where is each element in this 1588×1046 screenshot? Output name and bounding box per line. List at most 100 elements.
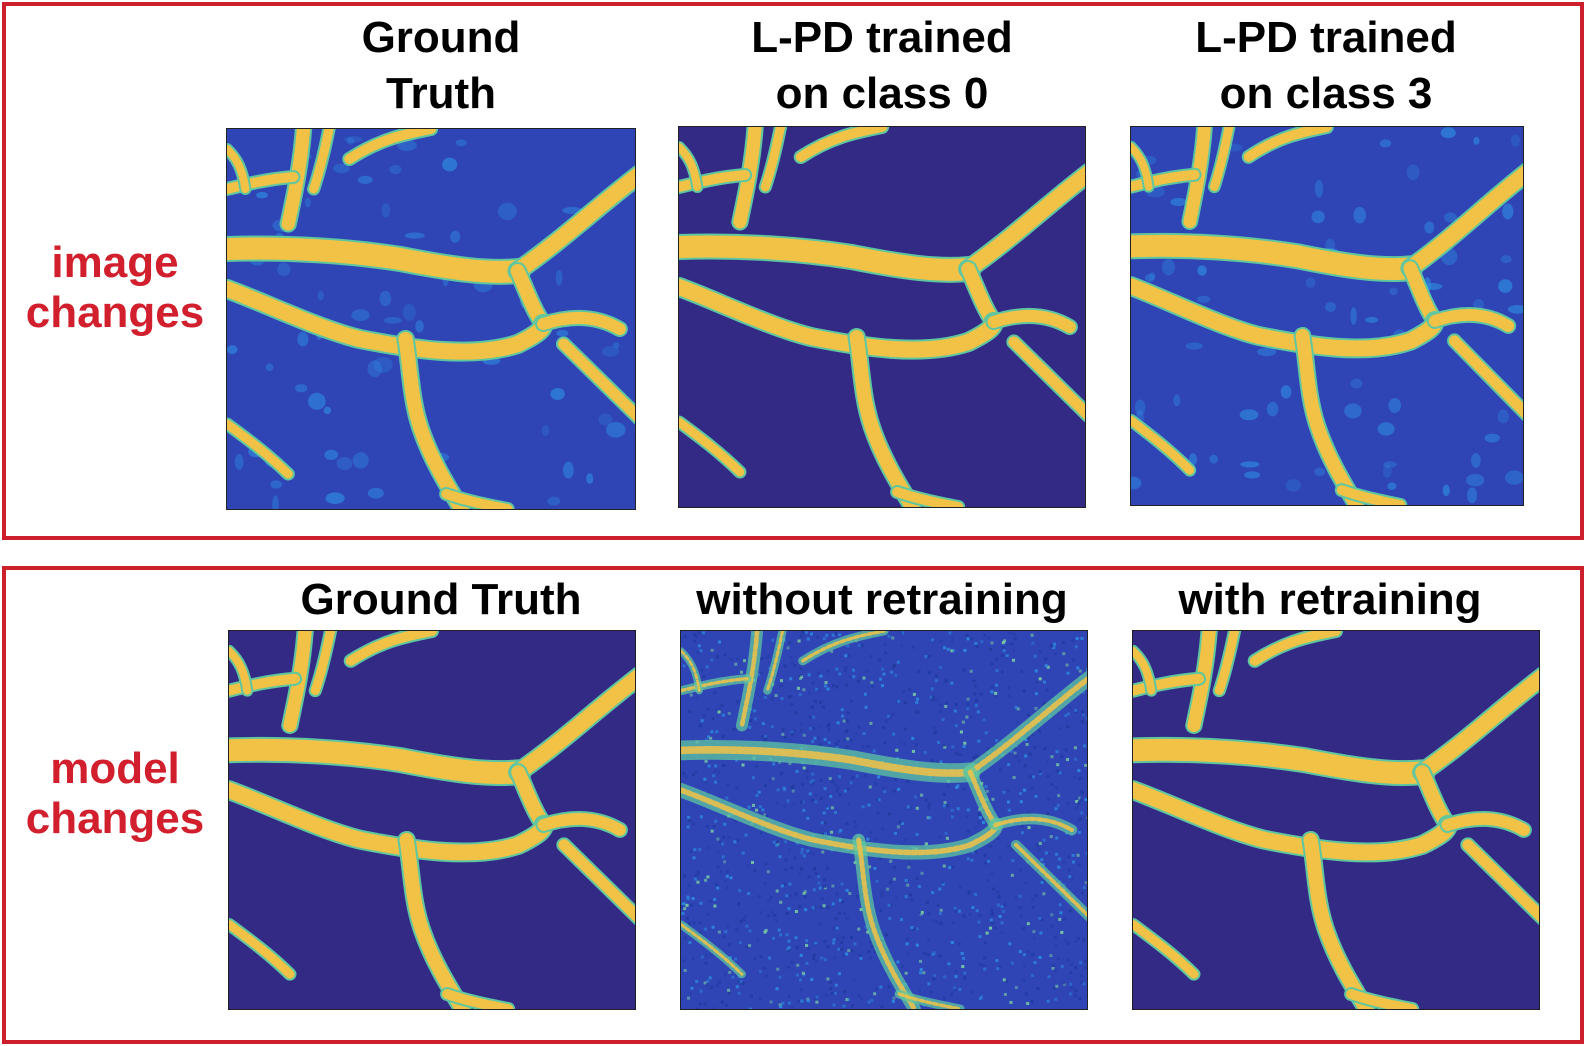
noise-speckle: [687, 884, 691, 888]
noise-speckle: [827, 741, 831, 745]
noise-speckle: [1076, 819, 1080, 823]
noise-speckle: [1002, 790, 1006, 794]
texture-blob: [1196, 295, 1211, 303]
noise-speckle: [798, 676, 802, 680]
texture-blob: [1500, 255, 1512, 264]
noise-speckle: [1083, 959, 1087, 963]
noise-speckle: [834, 916, 838, 920]
noise-speckle: [708, 899, 712, 903]
noise-speckle: [869, 721, 873, 725]
noise-speckle: [1069, 971, 1073, 975]
noise-speckle: [828, 980, 833, 984]
noise-speckle: [724, 1003, 728, 1007]
noise-speckle: [823, 684, 827, 688]
noise-speckle: [766, 870, 770, 874]
noise-speckle: [867, 1000, 871, 1004]
texture-blob: [1444, 212, 1457, 223]
noise-speckle: [942, 792, 946, 796]
noise-speckle: [1085, 814, 1087, 818]
noise-speckle: [824, 993, 828, 997]
noise-speckle: [699, 649, 703, 653]
noise-speckle: [802, 688, 806, 692]
noise-speckle: [973, 684, 977, 688]
noise-speckle: [986, 879, 990, 883]
noise-speckle: [888, 880, 893, 884]
noise-speckle: [1034, 692, 1038, 696]
noise-speckle: [845, 952, 849, 956]
noise-speckle: [1042, 701, 1046, 705]
noise-speckle: [989, 648, 993, 651]
noise-speckle: [840, 947, 844, 951]
noise-speckle: [978, 808, 982, 812]
texture-blob: [294, 384, 308, 393]
noise-speckle: [698, 848, 702, 852]
row-label-line-2: changes: [25, 288, 205, 337]
noise-speckle: [1080, 720, 1084, 724]
noise-speckle: [820, 956, 824, 960]
noise-speckle: [967, 891, 971, 895]
noise-speckle: [788, 762, 792, 765]
noise-speckle: [927, 671, 931, 675]
noise-speckle: [864, 705, 868, 709]
noise-speckle: [800, 867, 804, 871]
noise-speckle: [862, 731, 866, 735]
noise-speckle: [989, 913, 994, 917]
noise-speckle: [826, 944, 830, 948]
noise-speckle: [757, 673, 761, 677]
noise-speckle: [763, 783, 767, 787]
noise-speckle: [987, 859, 991, 863]
noise-speckle: [927, 982, 931, 986]
noise-speckle: [882, 726, 886, 730]
noise-speckle: [801, 631, 805, 635]
noise-speckle: [795, 945, 799, 949]
noise-speckle: [1030, 733, 1034, 737]
noise-speckle: [747, 864, 751, 868]
noise-speckle: [848, 892, 852, 896]
noise-speckle: [782, 786, 786, 790]
noise-speckle: [751, 776, 755, 780]
noise-speckle: [869, 831, 873, 835]
noise-speckle: [888, 916, 892, 920]
noise-speckle: [862, 676, 866, 680]
noise-speckle: [700, 668, 704, 672]
noise-speckle: [978, 913, 982, 917]
texture-blob: [234, 454, 244, 470]
noise-speckle: [951, 865, 955, 869]
noise-speckle: [1077, 801, 1081, 805]
noise-speckle: [799, 953, 803, 957]
noise-speckle: [775, 840, 779, 844]
noise-speckle: [938, 703, 942, 707]
noise-speckle: [944, 701, 948, 705]
noise-speckle: [728, 943, 732, 947]
noise-speckle: [1082, 982, 1086, 986]
noise-speckle: [710, 658, 714, 662]
texture-blob: [1502, 203, 1514, 220]
noise-speckle: [1008, 942, 1012, 946]
noise-speckle: [1023, 764, 1027, 768]
noise-speckle: [879, 985, 883, 989]
title-line-2: Truth: [386, 69, 496, 118]
noise-speckle: [812, 956, 816, 960]
noise-speckle: [920, 793, 924, 797]
noise-speckle: [934, 731, 938, 735]
noise-speckle: [737, 980, 741, 984]
noise-speckle: [980, 640, 984, 644]
noise-speckle: [997, 895, 1001, 899]
texture-blob: [357, 175, 373, 184]
noise-speckle: [880, 1005, 884, 1009]
noise-speckle: [903, 701, 908, 705]
noise-speckle: [697, 631, 701, 635]
noise-speckle: [908, 805, 912, 809]
noise-speckle: [868, 785, 872, 789]
noise-speckle: [1012, 632, 1016, 636]
noise-speckle: [1050, 755, 1054, 759]
noise-speckle: [741, 763, 745, 767]
noise-speckle: [1054, 944, 1058, 948]
noise-speckle: [1002, 978, 1006, 982]
noise-speckle: [1006, 789, 1010, 793]
noise-speckle: [709, 986, 713, 990]
noise-speckle: [761, 813, 765, 817]
noise-speckle: [853, 860, 857, 864]
noise-speckle: [900, 918, 904, 922]
noise-speckle: [683, 936, 687, 940]
